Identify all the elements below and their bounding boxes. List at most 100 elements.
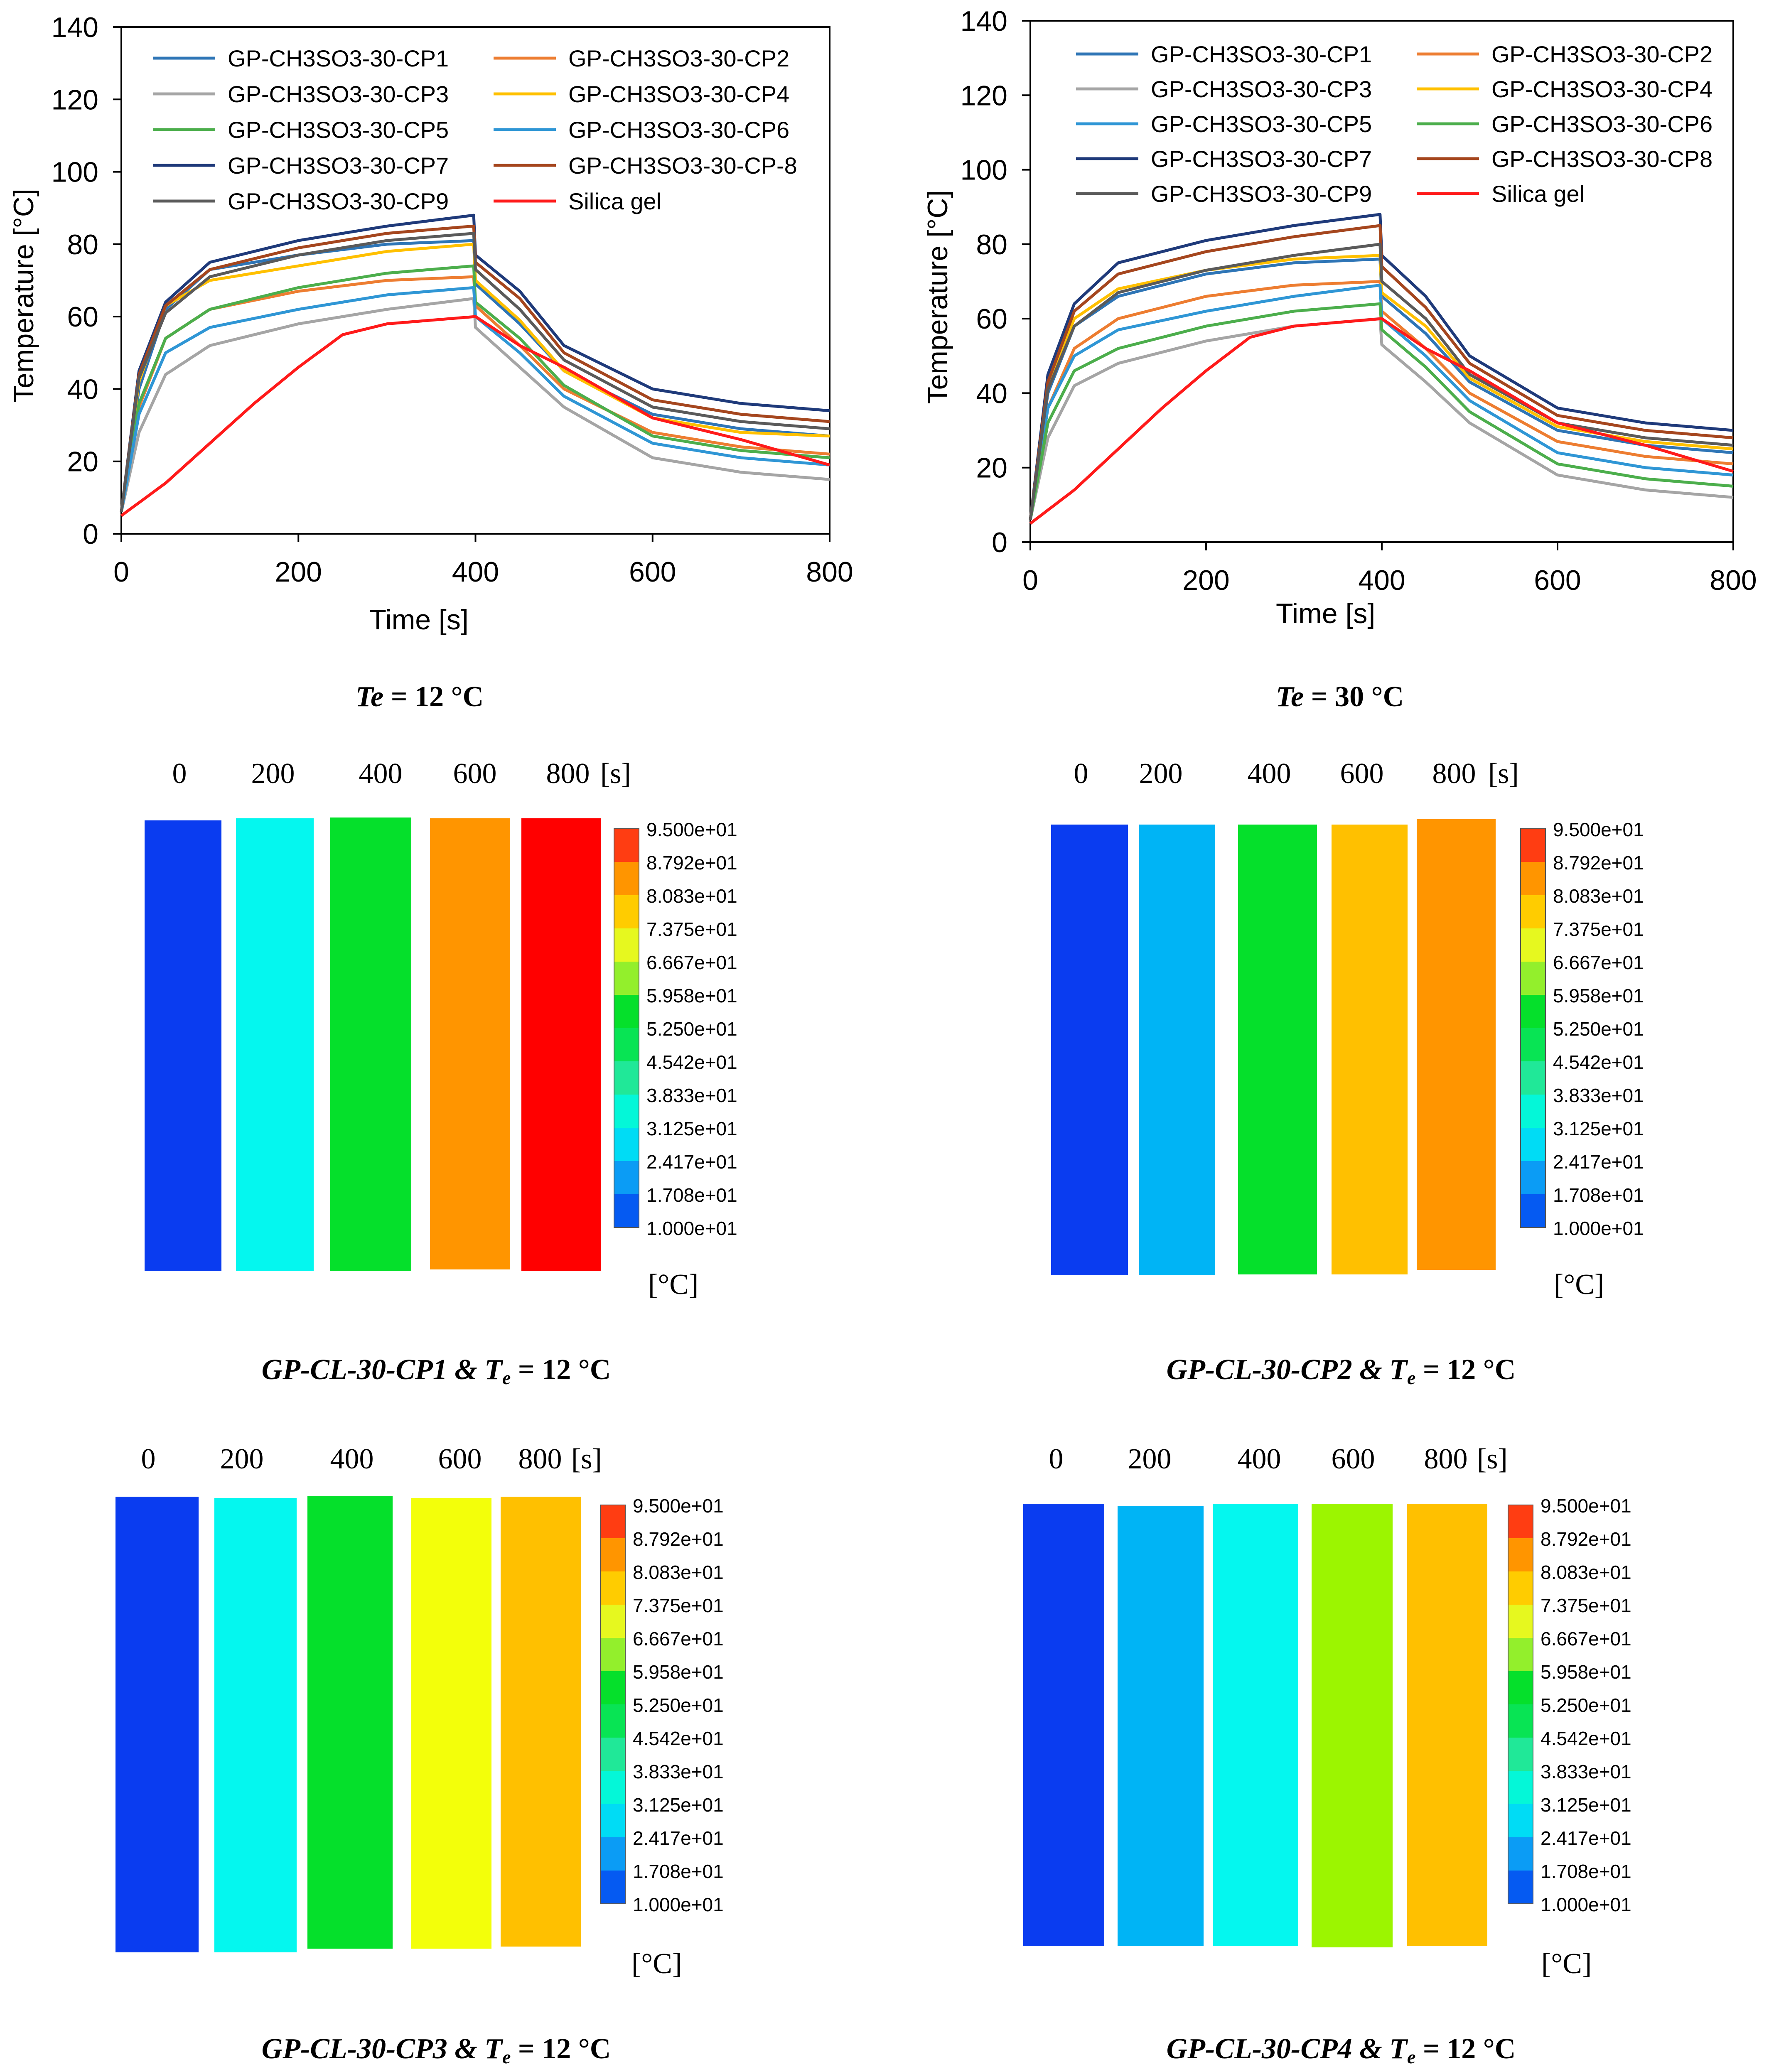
colorbar-band [600,1704,625,1738]
colorbar-band [600,1571,625,1605]
x-axis-label: Time [s] [369,604,468,636]
colorbar-label: 4.542e+01 [633,1728,724,1749]
chart-caption: Te = 12 °C [356,681,484,713]
y-tick-label: 40 [67,373,98,405]
colorbar-label: 8.083e+01 [646,885,737,907]
temperature-strip [236,818,314,1271]
colorbar-band [600,1771,625,1804]
colorbar-band [1521,1061,1545,1095]
legend-entry: GP-CH3SO3-30-CP9 [1151,181,1372,207]
colorbar-label: 7.375e+01 [1553,918,1644,940]
colorbar-label: 4.542e+01 [646,1051,737,1073]
colorbar-label: 2.417e+01 [633,1827,724,1849]
temperature-strip [1417,819,1496,1270]
x-tick-label: 0 [1022,565,1038,596]
temperature-strip [1312,1504,1393,1947]
y-tick-label: 0 [992,527,1007,558]
colorbar-label: 5.958e+01 [1553,985,1644,1007]
colorbar-label: 8.792e+01 [646,852,737,874]
colorbar-band [1508,1871,1533,1904]
time-label: 400 [359,758,403,790]
colorbar-band [1508,1738,1533,1771]
legend-entry: GP-CH3SO3-30-CP1 [228,45,449,71]
temperature-strip [1407,1504,1487,1946]
colorbar-band [1508,1505,1533,1538]
caption-name: GP-CL-30-CP4 & [1167,2033,1390,2065]
colorbar-band [1521,862,1545,895]
colorbar-label: 7.375e+01 [646,918,737,940]
y-tick-label: 60 [67,301,98,333]
y-tick-label: 140 [52,12,98,43]
colorbar-unit: [°C] [648,1269,698,1301]
x-tick-label: 600 [629,556,676,588]
caption-sub: e [1407,1367,1415,1388]
colorbar-label: 9.500e+01 [1541,1495,1631,1517]
colorbar-label: 4.542e+01 [1541,1728,1631,1749]
caption-value: = 12 °C [511,2033,611,2065]
time-unit-label: [s] [1477,1443,1508,1475]
colorbar-band [1521,995,1545,1028]
line-chart-1: 0 20 40 60 80 100 120 140 0 200 400 600 800 Time [s] T… [8,12,853,713]
series-line [120,286,830,513]
caption-te: Te [1276,681,1304,713]
colorbar-label: 3.125e+01 [633,1794,724,1816]
legend-entry: GP-CH3SO3-30-CP5 [1151,111,1372,137]
colorbar-unit: [°C] [1541,1948,1592,1980]
series-line [120,214,830,513]
colorbar-label: 5.958e+01 [633,1661,724,1683]
time-label: 800 [518,1443,562,1475]
colorbar-label: 3.125e+01 [646,1118,737,1139]
colorbar-band [614,1061,639,1095]
colorbar-band [600,1538,625,1571]
colorbar-band [600,1804,625,1837]
series-line [1029,302,1734,520]
caption-sub: e [1407,2046,1415,2067]
time-label: 0 [1074,758,1088,790]
colorbar-label: 8.083e+01 [1541,1561,1631,1583]
time-label: 0 [141,1443,156,1475]
y-tick-label: 0 [83,518,98,550]
colorbar-band [600,1605,625,1638]
legend-entry: GP-CH3SO3-30-CP6 [568,117,789,143]
colorbar-label: 2.417e+01 [1541,1827,1631,1849]
time-label: 200 [251,758,295,790]
caption-te: Te [356,681,383,713]
colorbar-label: 1.000e+01 [1541,1894,1631,1915]
x-tick-label: 800 [1710,565,1757,596]
colorbar-band [1508,1804,1533,1837]
caption-sub: e [502,2046,511,2067]
caption-te: T [484,2033,504,2065]
line-chart-2: 0 20 40 60 80 100 120 140 0 200 400 600 800 Time [s] T… [922,5,1757,713]
colorbar-unit: [°C] [1554,1269,1604,1301]
colorbar-band [614,995,639,1028]
legend-entry: GP-CH3SO3-30-CP4 [1491,76,1712,102]
colorbar-band [1508,1605,1533,1638]
series-line [120,224,830,513]
colorbar-band [1521,895,1545,928]
series-line [120,264,830,513]
series-line [1029,224,1734,520]
temperature-strip [330,818,411,1271]
caption-value: = 12 °C [1415,2033,1516,2065]
temperature-strip [1332,825,1408,1274]
time-label: 600 [438,1443,482,1475]
contour-panel-2: 0 200 400 600 800 [s] 9.500e+01 8.792e+01 8.083e… [1051,758,1644,1388]
x-tick-label: 200 [1182,565,1229,596]
colorbar-band [614,962,639,995]
colorbar-label: 1.000e+01 [646,1218,737,1239]
colorbar-band [614,1095,639,1128]
caption-name: GP-CL-30-CP1 & [262,1354,485,1386]
colorbar-band [1521,928,1545,962]
colorbar-band [1508,1671,1533,1704]
time-label: 200 [1139,758,1183,790]
temperature-strip [521,818,601,1271]
caption-value: = 12 °C [383,681,484,713]
colorbar-label: 6.667e+01 [1553,952,1644,973]
colorbar-label: 6.667e+01 [633,1628,724,1650]
time-label: 600 [1332,1443,1375,1475]
time-label: 400 [330,1443,374,1475]
legend-entry: Silica gel [568,188,661,214]
colorbar-band [614,928,639,962]
colorbar-band [614,1128,639,1161]
caption-te: T [484,1354,504,1386]
